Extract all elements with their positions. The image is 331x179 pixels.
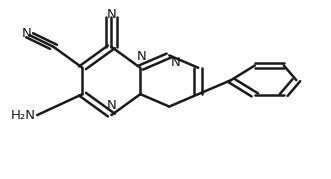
Text: N: N bbox=[171, 56, 181, 69]
Text: H₂N: H₂N bbox=[11, 109, 35, 122]
Text: N: N bbox=[137, 50, 147, 63]
Text: N: N bbox=[22, 27, 31, 40]
Text: N: N bbox=[107, 8, 116, 21]
Text: N: N bbox=[107, 99, 116, 112]
